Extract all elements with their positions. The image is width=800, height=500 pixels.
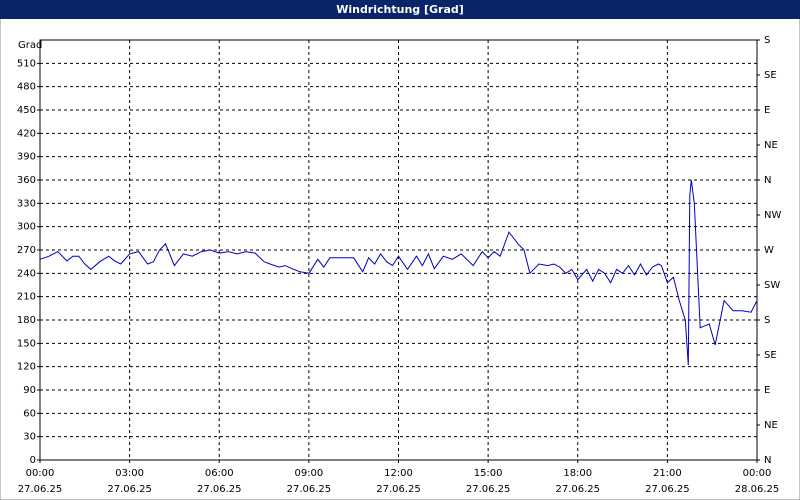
y2-tick-label: NW	[764, 210, 781, 221]
y-tick-label: 90	[23, 385, 36, 396]
x-tick-label: 18:00	[563, 468, 592, 479]
x-tick-label: 15:00	[474, 468, 503, 479]
y2-tick-label: S	[764, 315, 770, 326]
x-tick-date: 28.06.25	[735, 484, 780, 495]
y-tick-label: 510	[17, 58, 36, 69]
y-tick-label: 360	[17, 175, 36, 186]
title-bar	[0, 0, 800, 19]
y2-tick-label: E	[764, 385, 770, 396]
y-tick-label: 300	[17, 222, 36, 233]
x-tick-date: 27.06.25	[287, 484, 332, 495]
x-tick-date: 27.06.25	[466, 484, 511, 495]
y-axis-label: Grad	[18, 40, 42, 51]
y2-tick-label: NE	[764, 140, 778, 151]
data-line	[39, 179, 758, 366]
y-tick-label: 210	[17, 292, 36, 303]
y-tick-label: 480	[17, 82, 36, 93]
x-tick-date: 27.06.25	[376, 484, 421, 495]
x-tick-label: 21:00	[653, 468, 682, 479]
y-tick-label: 0	[30, 455, 36, 466]
chart-title: Windrichtung [Grad]	[336, 3, 464, 16]
x-tick-label: 06:00	[205, 468, 234, 479]
y-tick-label: 270	[17, 245, 36, 256]
x-tick-date: 27.06.25	[555, 484, 600, 495]
y-tick-label: 120	[17, 362, 36, 373]
x-tick-label: 03:00	[115, 468, 144, 479]
y-tick-label: 330	[17, 198, 36, 209]
y2-tick-label: SE	[764, 350, 777, 361]
x-tick-label: 12:00	[384, 468, 413, 479]
y-tick-label: 180	[17, 315, 36, 326]
y2-tick-label: N	[764, 175, 771, 186]
x-tick-date: 27.06.25	[197, 484, 242, 495]
x-tick-date: 27.06.25	[645, 484, 690, 495]
y2-tick-label: SW	[764, 280, 780, 291]
y-tick-label: 30	[23, 432, 36, 443]
y2-tick-label: W	[764, 245, 774, 256]
x-tick-label: 00:00	[743, 468, 772, 479]
y-tick-label: 420	[17, 128, 36, 139]
y2-tick-label: NE	[764, 420, 778, 431]
x-tick-label: 00:00	[26, 468, 55, 479]
y-tick-label: 450	[17, 105, 36, 116]
y-tick-label: 60	[23, 408, 36, 419]
x-tick-date: 27.06.25	[107, 484, 152, 495]
y2-tick-label: N	[764, 455, 771, 466]
y2-tick-label: E	[764, 105, 770, 116]
x-tick-date: 27.06.25	[18, 484, 63, 495]
x-tick-label: 09:00	[294, 468, 323, 479]
y2-tick-label: SE	[764, 70, 777, 81]
y-tick-label: 390	[17, 152, 36, 163]
y-tick-label: 150	[17, 338, 36, 349]
y-tick-label: 240	[17, 268, 36, 279]
y2-tick-label: S	[764, 35, 770, 46]
